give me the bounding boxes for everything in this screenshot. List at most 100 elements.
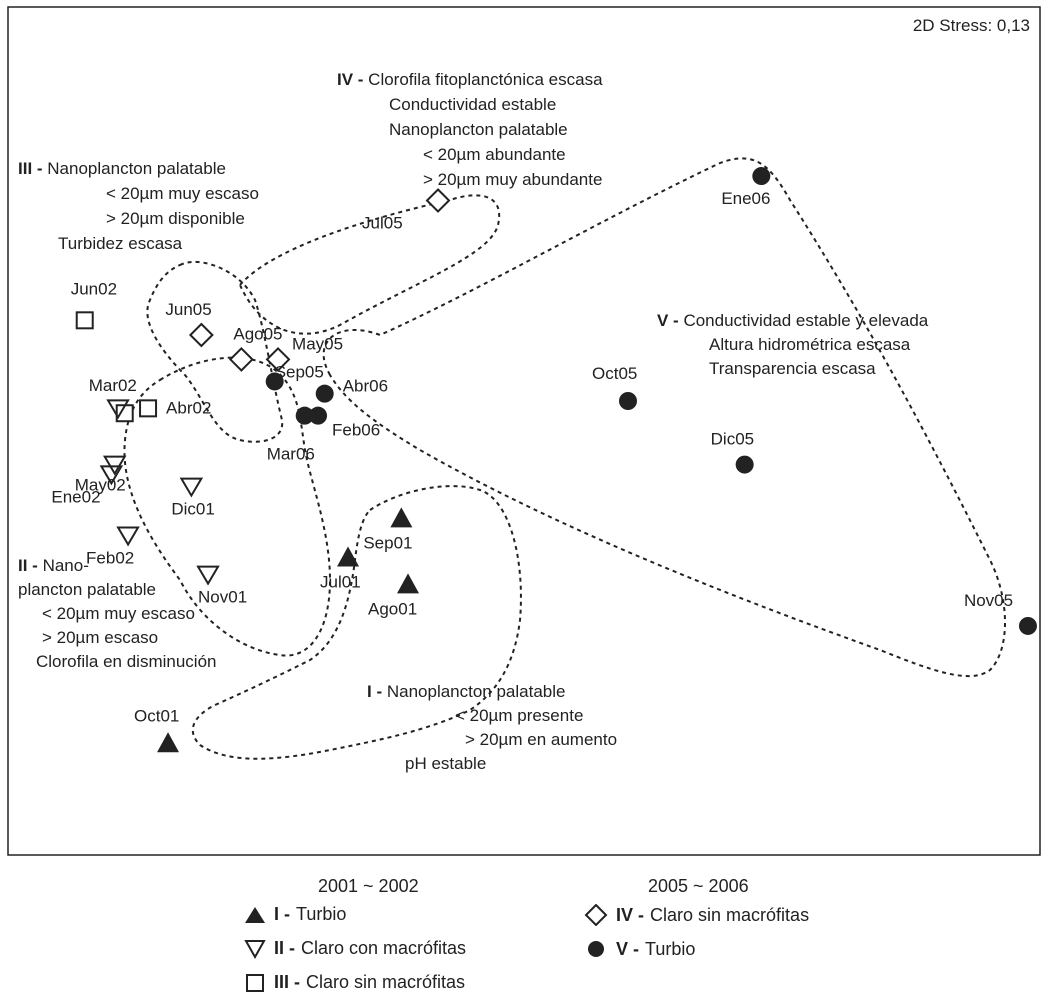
point-feb06-group-V [309, 406, 328, 425]
group-IV-annotation-line: Nanoplancton palatable [389, 120, 568, 139]
legend-period-2005-2006: 2005 ~ 2006 [648, 876, 749, 896]
group-I-annotation-line: < 20µm presente [455, 706, 583, 725]
group-II-annotation-line: < 20µm muy escaso [42, 604, 195, 623]
point-oct01-group-I [157, 732, 180, 753]
point-label-ago05: Ago05 [233, 324, 282, 343]
point-label-sep01: Sep01 [363, 533, 412, 552]
point-label-jul01: Jul01 [320, 572, 361, 591]
stress-label: 2D Stress: 0,13 [913, 16, 1030, 35]
triangle-down-open-icon [244, 939, 266, 959]
point-jun02-group-III [75, 311, 94, 330]
group-III-annotation-line: III - Nanoplancton palatable [18, 159, 226, 178]
points-layer [75, 167, 1037, 753]
group-V-annotation-line: Transparencia escasa [709, 359, 876, 378]
point-jul05-group-IV [425, 188, 451, 213]
point-label-mar02: Mar02 [89, 376, 137, 395]
group-I-annotation-line: > 20µm en aumento [465, 730, 617, 749]
hull-group-V [322, 157, 1006, 678]
legend-code-IV: IV - [616, 904, 645, 925]
point-label-ago01: Ago01 [368, 599, 417, 618]
group-V-annotation-line: Altura hidrométrica escasa [709, 335, 911, 354]
legend-text-III: Claro sin macrófitas [306, 972, 466, 992]
point-dic01-group-II [179, 477, 204, 498]
legend-item-II: II - Claro con macrófitas [244, 938, 466, 959]
point-sep05-group-V [265, 372, 284, 391]
legend-item-I: I - Turbio [244, 904, 346, 925]
legend-code-V: V - [616, 938, 640, 959]
point-label-nov01: Nov01 [198, 588, 247, 607]
point-label-nov05: Nov05 [964, 591, 1013, 610]
point-may05-group-IV [265, 347, 291, 372]
legend-text-IV: Claro sin macrófitas [650, 904, 810, 925]
group-I-annotation-line: pH estable [405, 754, 486, 773]
legend-text-I: Turbio [296, 904, 347, 924]
group-III-annotation-line: < 20µm muy escaso [106, 184, 259, 203]
group-II-annotation-line: plancton palatable [18, 580, 156, 599]
point-label-dic05: Dic05 [711, 430, 754, 449]
hull-group-I [191, 485, 522, 760]
circle-filled-icon [588, 941, 604, 957]
point-jul01-group-I [337, 546, 360, 567]
point-label-abr06: Abr06 [343, 377, 388, 396]
point-label-feb06: Feb06 [332, 421, 380, 440]
diamond-open-icon [584, 904, 608, 926]
point-label-sep05: Sep05 [275, 362, 324, 381]
point-dic05-group-V [735, 455, 754, 474]
group-IV-annotation-line: Conductividad estable [389, 95, 556, 114]
triangle-up-filled-icon [245, 906, 265, 923]
point-label-feb02: Feb02 [86, 548, 134, 567]
point-nov05-group-V [1018, 616, 1037, 635]
group-IV-annotation-line: < 20µm abundante [423, 145, 566, 164]
legend-period-2001-2002: 2001 ~ 2002 [318, 876, 419, 896]
point-label-may05: May05 [292, 334, 343, 353]
group-II-annotation-line: II - Nano- [18, 556, 89, 575]
point-label-dic01: Dic01 [171, 500, 214, 519]
point-ene02-group-II [99, 465, 124, 486]
group-II-annotation-line: Clorofila en disminución [36, 652, 216, 671]
point-label-ene06: Ene06 [721, 189, 770, 208]
point-mar06-group-V [295, 406, 314, 425]
group-I-annotation-line: I - Nanoplancton palatable [367, 682, 566, 701]
group-III-annotation-line: > 20µm disponible [106, 209, 245, 228]
hull-group-II [123, 356, 332, 657]
group-annotations-layer: III - Nanoplancton palatable < 20µm muy e… [18, 70, 929, 773]
point-may02-group-II [102, 455, 127, 476]
point-label-jun05: Jun05 [165, 300, 211, 319]
group-V-annotation-line: V - Conductividad estable y elevada [657, 311, 929, 330]
nmds-plot: 2D Stress: 0,13 Jun02Abr02Mar02May02Ene0… [7, 6, 1041, 856]
hull-group-IV [238, 194, 501, 335]
point-ago05-group-IV [228, 347, 254, 372]
point-label-jul05: Jul05 [362, 214, 403, 233]
point-ago01-group-I [397, 573, 420, 594]
legend-item-III: III - Claro sin macrófitas [244, 972, 465, 993]
point-label-mar06: Mar06 [267, 445, 315, 464]
point-nov01-group-II [196, 565, 220, 586]
point-feb02-group-II [116, 526, 140, 547]
point-mar02-group-II [106, 399, 130, 420]
point-jun05-group-IV [188, 322, 214, 348]
legend-code-I: I - [274, 904, 290, 924]
point-label-oct01: Oct01 [134, 706, 179, 725]
group-IV-annotation-line: IV - Clorofila fitoplanctónica escasa [337, 70, 603, 89]
point-label-ene02: Ene02 [51, 487, 100, 506]
legend-text-II: Claro con macrófitas [301, 938, 467, 958]
legend-code-II: II - [274, 938, 295, 958]
legend-code-III: III - [274, 972, 300, 992]
point-label-oct05: Oct05 [592, 364, 637, 383]
square-open-icon [246, 973, 264, 992]
group-III-annotation-line: Turbidez escasa [58, 234, 183, 253]
point-oct05-group-V [619, 392, 637, 410]
point-label-abr02: Abr02 [166, 398, 211, 417]
plot-frame [7, 6, 1041, 856]
legend-item-IV: IV - Claro sin macrófitas [584, 904, 809, 926]
point-sep01-group-I [390, 507, 413, 528]
point-ene06-group-V [752, 167, 771, 186]
group-IV-annotation-line: > 20µm muy abundante [423, 170, 602, 189]
point-label-may02: May02 [75, 476, 126, 495]
group-II-annotation-line: > 20µm escaso [42, 628, 158, 647]
point-abr06-group-V [315, 384, 334, 403]
point-abr02-group-III [139, 399, 158, 418]
hull-group-III [146, 260, 284, 443]
point-label-jun02: Jun02 [71, 279, 117, 298]
